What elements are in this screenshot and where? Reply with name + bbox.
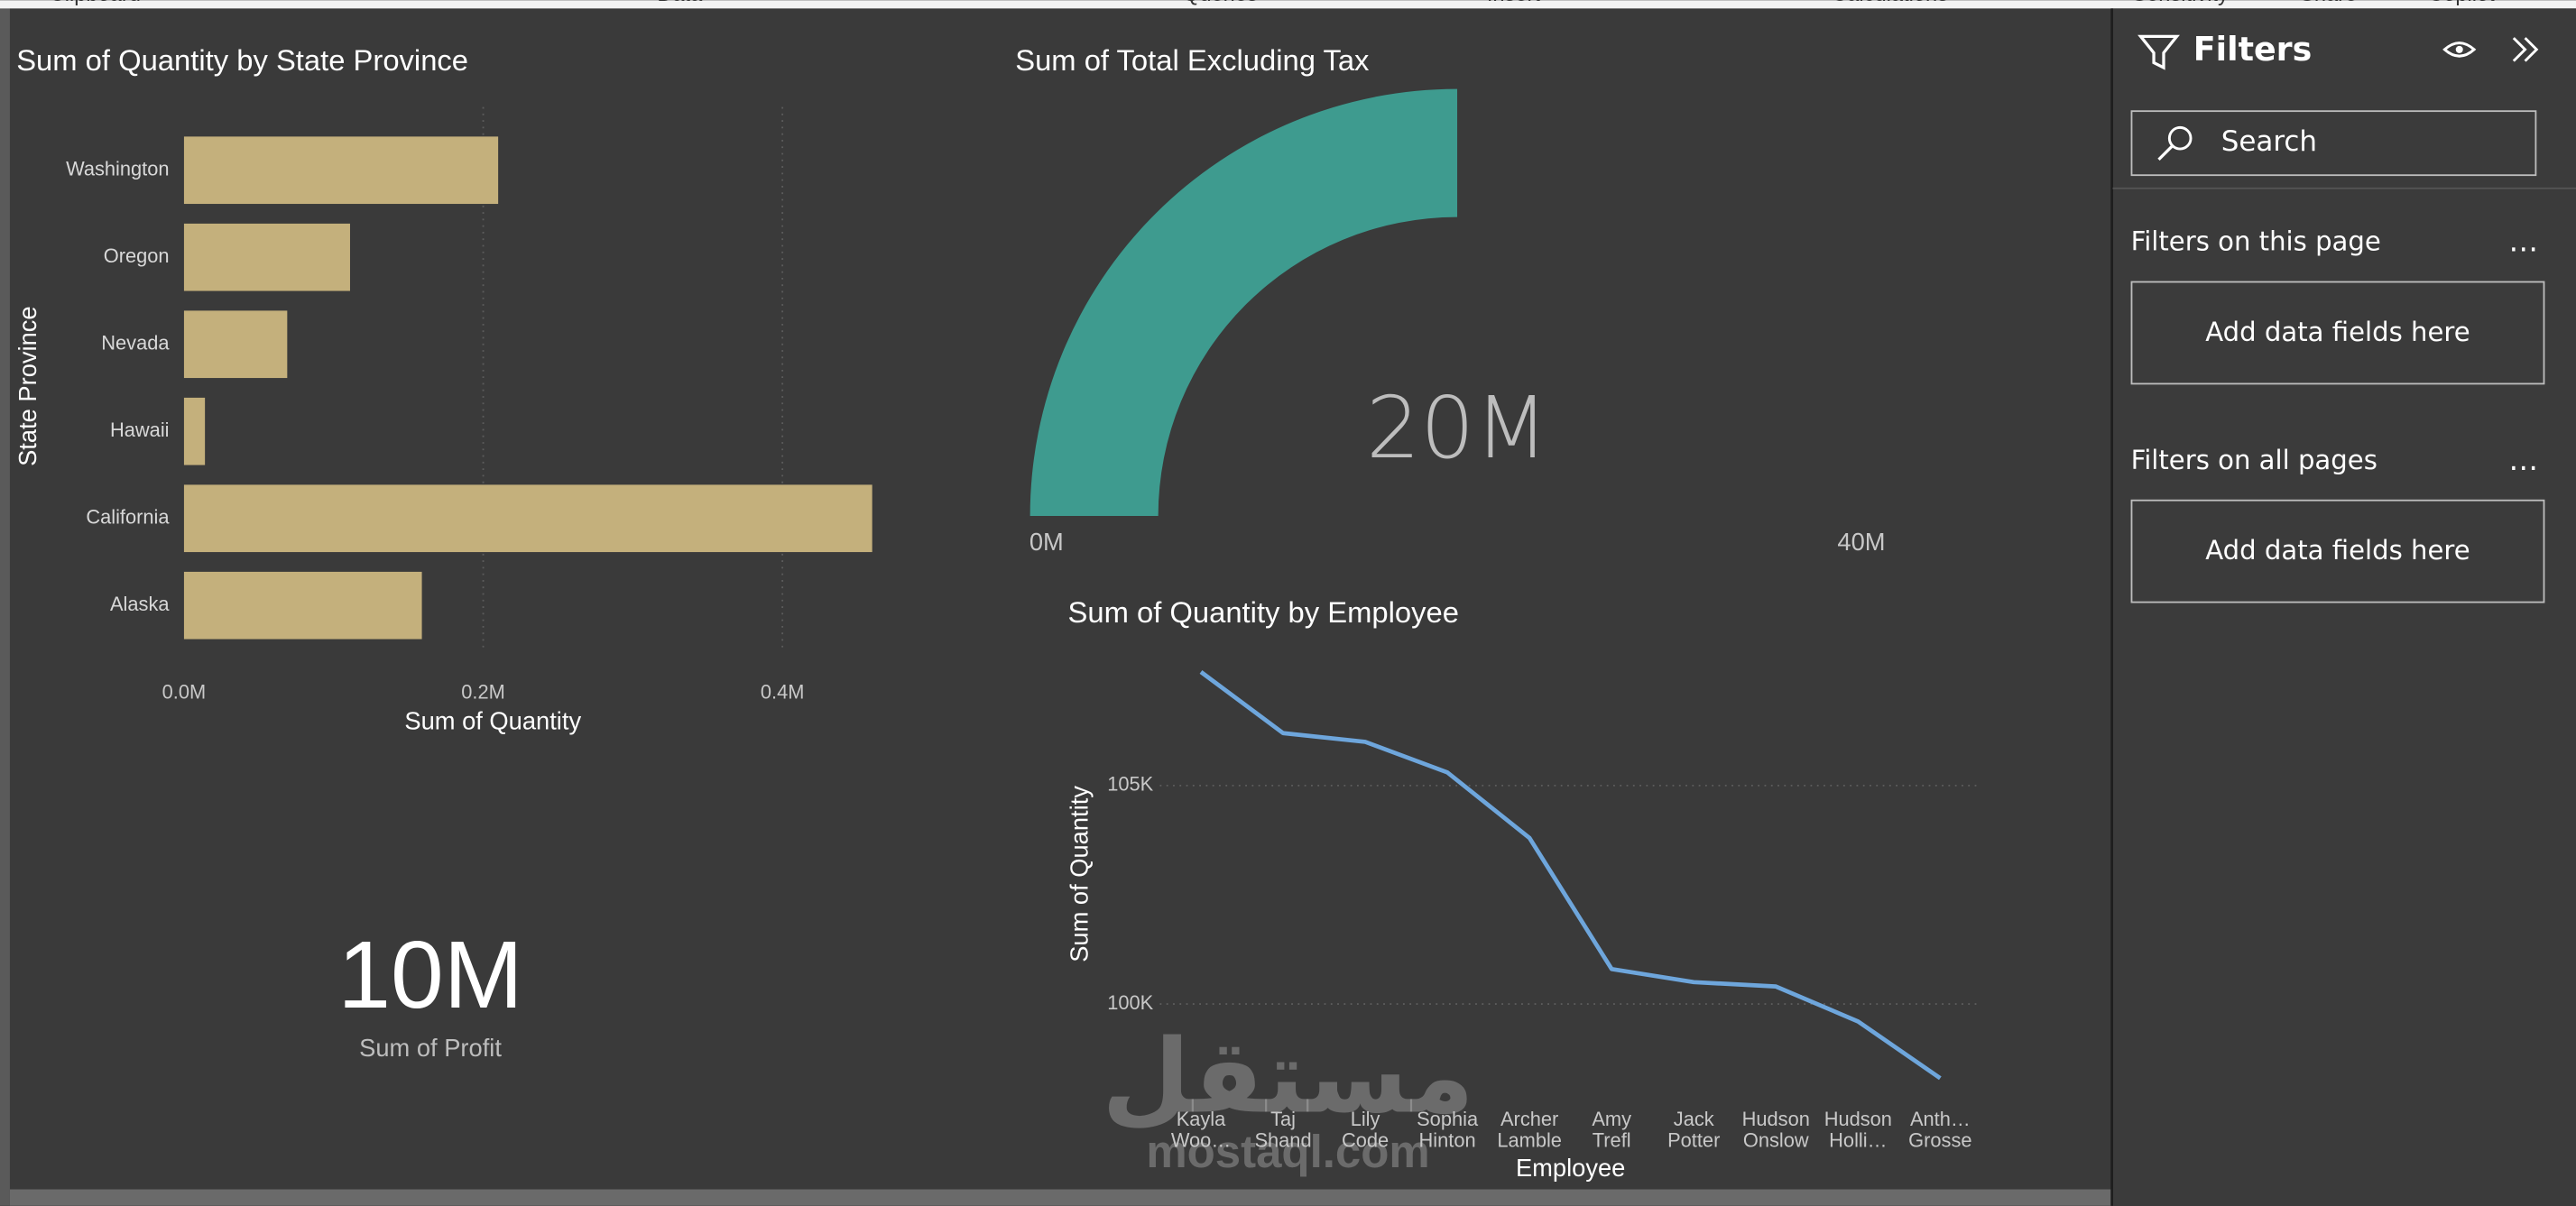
ribbon-label[interactable]: Copilot [2428,0,2495,6]
x-tick-label: Hudson Holli… [1824,1108,1892,1152]
chart-title: Sum of Total Excluding Tax [1015,43,1370,77]
gauge-tick-label: 40M [1837,528,1885,556]
x-axis-title: Sum of Quantity [404,707,581,735]
bar [183,310,288,379]
y-tick-label: Hawaii [110,419,170,441]
y-tick-label: Alaska [110,593,170,615]
y-tick-label: California [86,505,170,528]
y-tick-label: Nevada [101,331,170,354]
ribbon-label[interactable]: Clipboard [50,0,141,6]
filters-pane [2110,8,2576,1206]
bar [183,223,350,291]
ribbon-label[interactable]: Data [657,0,703,6]
x-tick-label: Archer Lamble [1497,1108,1562,1152]
y-tick-label: 100K [1107,991,1153,1014]
search-icon-handle [2157,145,2174,161]
x-axis-title: Employee [1516,1154,1625,1182]
drop-zone-label: Add data fields here [2205,317,2470,347]
card-value: 10M [337,922,522,1028]
search-icon [2167,125,2193,151]
scrollbar[interactable] [9,1189,2111,1206]
line-series [1199,670,1942,1081]
bar [183,571,422,640]
filter-icon [2137,34,2180,70]
x-tick-label: Kayla Woo… [1171,1108,1231,1152]
ribbon-label[interactable]: Insert [1487,0,1541,6]
bar [183,484,873,553]
more-options[interactable]: … [2508,443,2538,477]
drop-zone[interactable] [2130,281,2545,385]
watermark-latin: mostaql.com [1146,1126,1429,1177]
charts: Sum of Quantity by State Province 0.0M 0.2… [14,43,1981,1182]
x-tick-label: Taj Shand [1254,1108,1311,1152]
drop-zone-label: Add data fields here [2205,535,2470,566]
ribbon-labels: Clipboard Data Queries Insert Calculations Se… [50,0,2496,6]
x-tick-label: Jack Potter [1667,1108,1720,1152]
y-tick-label: Washington [66,157,169,180]
ribbon-strip [0,0,2576,9]
left-edge [0,0,10,1206]
pane-title: Filters [2193,30,2313,69]
x-tick-label: 0.0M [162,680,207,703]
collapse-icon[interactable] [2512,37,2539,62]
y-tick-label: 105K [1107,773,1153,796]
chart-title: Sum of Quantity by Employee [1068,595,1459,629]
y-axis-title: State Province [14,306,42,466]
bar [183,136,499,205]
drop-zone[interactable] [2130,499,2545,603]
chart-title: Sum of Quantity by State Province [16,43,468,77]
ribbon-label[interactable]: Share [2300,0,2357,6]
section-title: Filters on all pages [2131,445,2377,475]
search-placeholder: Search [2221,125,2317,158]
x-tick-label: Sophia Hinton [1417,1108,1479,1152]
ribbon-label[interactable]: Queries [1183,0,1258,6]
ribbon-label[interactable]: Sensitivity [2132,0,2229,6]
watermark-arabic: مستقل [1102,1017,1474,1137]
x-tick-label: 0.4M [761,680,805,703]
card-label: Sum of Profit [359,1034,502,1062]
filter-sections: Filters on this page … Add data fields her… [2130,225,2545,603]
x-tick-label: 0.2M [461,680,505,703]
y-tick-label: Oregon [104,244,170,267]
section-title: Filters on this page [2131,226,2381,257]
gauge-arc [1029,88,1458,516]
eye-icon[interactable] [2442,41,2477,58]
search-box[interactable] [2130,110,2537,177]
ribbon-label[interactable]: Calculations [1832,0,1948,6]
x-tick-label: Anth… Grosse [1908,1108,1971,1152]
x-tick-label: Lily Code [1342,1108,1389,1152]
y-axis-title: Sum of Quantity [1065,786,1093,962]
x-tick-label: Hudson Onslow [1742,1108,1810,1152]
gauge-tick-label: 0M [1029,528,1064,556]
eye-pupil [2455,45,2463,53]
gauge-value: 20M [1366,379,1548,478]
x-tick-label: Amy Trefl [1592,1108,1631,1152]
more-options[interactable]: … [2508,225,2538,259]
bar [183,397,206,465]
